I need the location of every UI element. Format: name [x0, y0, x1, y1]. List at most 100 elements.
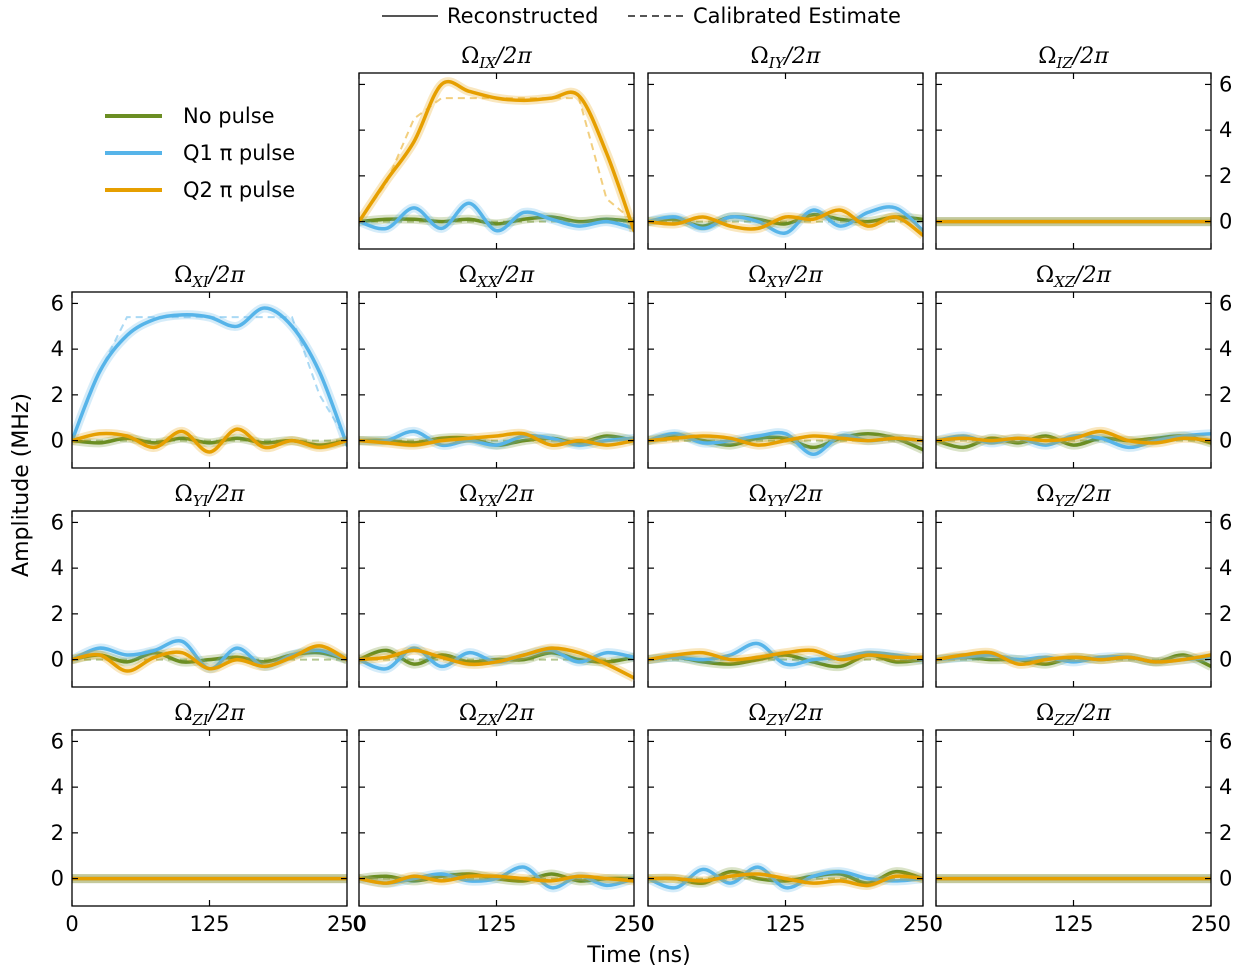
series-line-q2-pulse	[72, 427, 347, 454]
plot-area	[359, 862, 634, 893]
y-tick-label: 4	[51, 556, 64, 580]
y-tick-label: 6	[1219, 510, 1232, 534]
plot-area	[359, 426, 634, 450]
series-line-q2-pulse	[648, 872, 923, 888]
x-tick-label: 250	[903, 912, 943, 936]
y-tick-label: 4	[51, 337, 64, 361]
top-legend: Reconstructed Calibrated Estimate	[382, 4, 901, 28]
y-tick-label: 6	[51, 729, 64, 753]
y-tick-label: 4	[1219, 556, 1232, 580]
panel-xy: ΩXY/2π	[647, 263, 924, 469]
series-line-q2-pulse	[648, 208, 923, 238]
plot-area	[936, 426, 1211, 452]
x-tick-label: 125	[476, 912, 516, 936]
plot-area	[359, 77, 634, 236]
y-axis-label: Amplitude (MHz)	[9, 393, 34, 577]
panel-title: ΩYI/2π	[175, 482, 245, 510]
series-line-q2-pulse	[359, 646, 634, 680]
panel-ix: ΩIX/2π	[358, 44, 635, 250]
uncertainty-band	[359, 77, 634, 233]
panel-title: ΩYX/2π	[459, 482, 534, 510]
panel-title: ΩIY/2π	[751, 44, 821, 72]
legend-q1-label: Q1 π pulse	[183, 141, 295, 165]
panel-title: ΩXX/2π	[459, 263, 535, 291]
y-tick-label: 2	[1219, 164, 1232, 188]
series-line-q2-pulse	[936, 650, 1211, 667]
y-tick-label: 6	[1219, 291, 1232, 315]
estimate-line-q1-pulse	[72, 316, 347, 442]
legend-calibrated-label: Calibrated Estimate	[693, 4, 901, 28]
y-tick-label: 2	[1219, 383, 1232, 407]
panel-yz: 0 2 4 6 ΩYZ/2π	[935, 482, 1232, 688]
x-axis-label: Time (ns)	[586, 943, 690, 968]
x-tick-label: 250	[1191, 912, 1231, 936]
series-line-q2-pulse	[359, 79, 634, 233]
x-tick-label: 0	[929, 912, 942, 936]
series-line-q1-pulse	[359, 201, 634, 233]
y-tick-label: 6	[51, 510, 64, 534]
series-line-no-pulse	[359, 215, 634, 226]
y-tick-label: 0	[51, 429, 64, 453]
series-line-q2-pulse	[936, 429, 1211, 445]
series-line-q1-pulse	[648, 865, 923, 890]
series-line-q1-pulse	[648, 641, 923, 667]
plot-area	[936, 647, 1211, 671]
y-tick-label: 6	[51, 291, 64, 315]
plot-area	[648, 639, 923, 672]
x-tick-label: 250	[327, 912, 367, 936]
panel-title: ΩZY/2π	[748, 701, 823, 729]
panel-title: ΩYZ/2π	[1036, 482, 1111, 510]
x-tick-label: 0	[352, 912, 365, 936]
panel-xx: ΩXX/2π	[358, 263, 635, 469]
y-tick-label: 4	[1219, 118, 1232, 142]
y-tick-label: 6	[1219, 729, 1232, 753]
y-tick-label: 0	[51, 648, 64, 672]
y-tick-label: 0	[1219, 210, 1232, 234]
panel-title: ΩXI/2π	[174, 263, 245, 291]
series-line-q1-pulse	[359, 429, 634, 448]
y-tick-label: 0	[51, 867, 64, 891]
panel-title: ΩXY/2π	[748, 263, 823, 291]
panel-yi: 0 2 4 6 ΩYI/2π	[51, 482, 348, 688]
plot-area	[648, 428, 923, 459]
y-tick-label: 4	[1219, 337, 1232, 361]
panel-title: ΩIZ/2π	[1038, 44, 1109, 72]
panel-yx: ΩYX/2π	[358, 482, 635, 688]
legend-no-pulse-label: No pulse	[183, 104, 275, 128]
panel-iy: ΩIY/2π	[647, 44, 924, 250]
panel-title: ΩIX/2π	[461, 44, 532, 72]
panel-zi: 0 2 4 6 0 125 250 ΩZI/2π	[51, 701, 367, 936]
y-tick-label: 0	[1219, 867, 1232, 891]
y-tick-label: 2	[1219, 821, 1232, 845]
panel-zz: 0 2 4 6 0 125 250 ΩZZ/2π	[929, 701, 1232, 936]
panel-yy: ΩYY/2π	[647, 482, 924, 688]
panel-iz: 0 2 4 6 ΩIZ/2π	[935, 44, 1232, 250]
uncertainty-band	[72, 303, 347, 447]
series-legend: No pulse Q1 π pulse Q2 π pulse	[105, 104, 295, 202]
panel-xz: 0 2 4 6 ΩXZ/2π	[935, 263, 1232, 469]
series-line-q1-pulse	[648, 205, 923, 235]
panel-zy: 0 125 250 ΩZY/2π	[641, 701, 943, 936]
panel-title: ΩYY/2π	[749, 482, 823, 510]
y-tick-label: 2	[1219, 602, 1232, 626]
panel-title: ΩXZ/2π	[1036, 263, 1112, 291]
panel-zx: 0 125 250 ΩZX/2π	[352, 701, 654, 936]
panel-title: ΩZZ/2π	[1036, 701, 1112, 729]
y-tick-label: 2	[51, 383, 64, 407]
y-tick-label: 0	[1219, 648, 1232, 672]
plot-area	[648, 202, 923, 240]
y-tick-label: 2	[51, 821, 64, 845]
x-tick-label: 125	[765, 912, 805, 936]
legend-q2-label: Q2 π pulse	[183, 178, 295, 202]
panel-title: ΩZI/2π	[174, 701, 245, 729]
x-tick-label: 125	[1053, 912, 1093, 936]
series-line-q2-pulse	[648, 434, 923, 447]
panel-xi: 0 2 4 6 ΩXI/2π	[51, 263, 348, 469]
series-line-q2-pulse	[72, 644, 347, 673]
plot-area	[72, 636, 347, 676]
y-tick-label: 6	[1219, 72, 1232, 96]
panel-title: ΩZX/2π	[459, 701, 535, 729]
y-tick-label: 4	[51, 775, 64, 799]
x-tick-label: 250	[614, 912, 654, 936]
